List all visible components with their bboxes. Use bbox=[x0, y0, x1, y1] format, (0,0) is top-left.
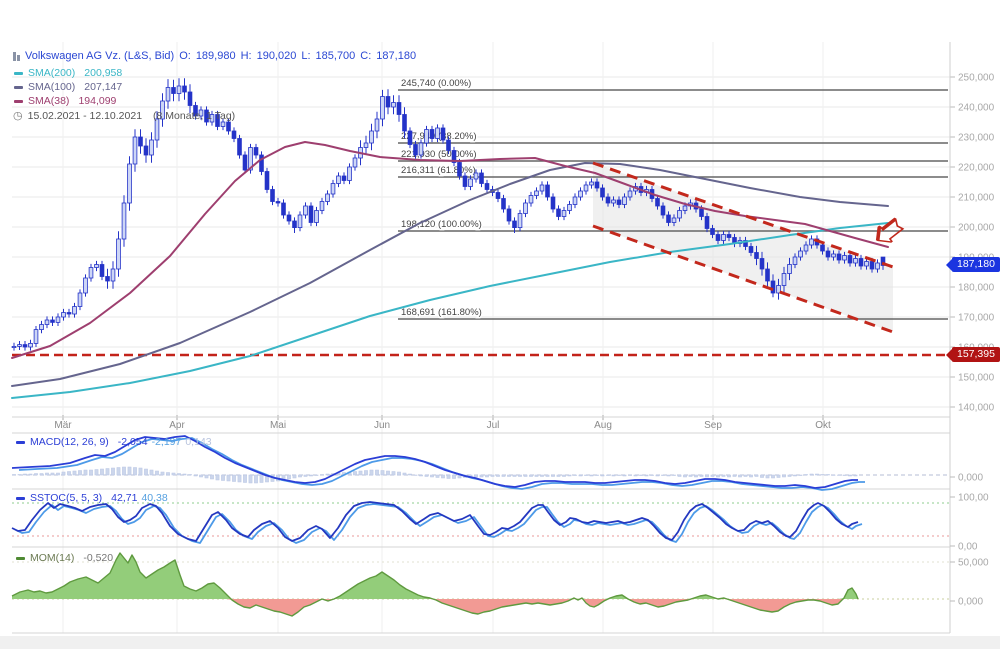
macd-swatch-icon bbox=[16, 440, 25, 444]
sma38-value: 194,099 bbox=[78, 95, 117, 107]
legend-macd[interactable]: MACD(12, 26, 9) -2,054 -2,197 0,143 bbox=[16, 436, 212, 448]
macd-label: MACD(12, 26, 9) bbox=[30, 436, 109, 448]
macd-values: -2,054 -2,197 0,143 bbox=[117, 436, 212, 448]
svg-text:Jul: Jul bbox=[487, 420, 500, 431]
last-price-tag: 187,180 bbox=[946, 257, 1000, 272]
sma200-swatch-icon bbox=[14, 71, 23, 75]
ohlc-low: 185,700 bbox=[315, 50, 356, 62]
ohlc-open-label: O: bbox=[179, 50, 191, 62]
svg-text:220,000: 220,000 bbox=[958, 163, 995, 174]
svg-text:Mai: Mai bbox=[270, 420, 286, 431]
sma100-value: 207,147 bbox=[84, 81, 123, 93]
clock-icon: ◷ bbox=[13, 110, 23, 122]
svg-text:Aug: Aug bbox=[594, 420, 612, 431]
svg-text:230,000: 230,000 bbox=[958, 133, 995, 144]
svg-text:0,000: 0,000 bbox=[958, 473, 983, 484]
mom-swatch-icon bbox=[16, 556, 25, 560]
svg-text:240,000: 240,000 bbox=[958, 103, 995, 114]
svg-text:0,00: 0,00 bbox=[958, 542, 978, 553]
support-price-tag: 157,395 bbox=[946, 347, 1000, 362]
sstoc-label: SSTOC(5, 5, 3) bbox=[30, 492, 103, 504]
svg-text:Mär: Mär bbox=[54, 420, 72, 431]
instrument-header[interactable]: Volkswagen AG Vz. (L&S, Bid) O: 189,980 H… bbox=[13, 50, 416, 62]
legend-sma100[interactable]: SMA(100) 207,147 bbox=[14, 81, 122, 93]
sstoc-swatch-icon bbox=[16, 496, 25, 500]
svg-text:Jun: Jun bbox=[374, 420, 390, 431]
svg-text:250,000: 250,000 bbox=[958, 73, 995, 84]
sma200-value: 200,958 bbox=[84, 67, 123, 79]
ohlc-close: 187,180 bbox=[376, 50, 417, 62]
ohlc-high: 190,020 bbox=[256, 50, 297, 62]
ohlc-close-label: C: bbox=[360, 50, 372, 62]
svg-text:50,000: 50,000 bbox=[958, 558, 989, 569]
ohlc-high-label: H: bbox=[240, 50, 252, 62]
date-range: 15.02.2021 - 12.10.2021 bbox=[27, 109, 143, 122]
svg-text:180,000: 180,000 bbox=[958, 283, 995, 294]
svg-text:168,691 (161.80%): 168,691 (161.80%) bbox=[401, 307, 482, 318]
legend-sstoc[interactable]: SSTOC(5, 5, 3) 42,71 40,38 bbox=[16, 492, 168, 504]
date-range-row: ◷ 15.02.2021 - 12.10.2021 (8 Monate, 1 T… bbox=[13, 109, 236, 123]
mom-values: -0,520 bbox=[83, 552, 114, 564]
sstoc-values: 42,71 40,38 bbox=[111, 492, 168, 504]
svg-text:100,00: 100,00 bbox=[958, 493, 989, 504]
svg-text:170,000: 170,000 bbox=[958, 313, 995, 324]
svg-text:Okt: Okt bbox=[815, 420, 831, 431]
legend-sma200[interactable]: SMA(200) 200,958 bbox=[14, 67, 122, 79]
instrument-title: Volkswagen AG Vz. (L&S, Bid) bbox=[25, 50, 175, 62]
legend-sma38[interactable]: SMA(38) 194,099 bbox=[14, 95, 116, 107]
svg-text:Apr: Apr bbox=[169, 420, 185, 431]
sma38-label: SMA(38) bbox=[28, 95, 70, 107]
ohlc-open: 189,980 bbox=[195, 50, 236, 62]
period: (8 Monate, 1 Tag) bbox=[153, 109, 236, 122]
sma38-swatch-icon bbox=[14, 99, 23, 103]
ohlc-low-label: L: bbox=[301, 50, 311, 62]
svg-text:140,000: 140,000 bbox=[958, 403, 995, 414]
svg-text:200,000: 200,000 bbox=[958, 223, 995, 234]
svg-text:150,000: 150,000 bbox=[958, 373, 995, 384]
svg-text:198,120 (100.00%): 198,120 (100.00%) bbox=[401, 219, 482, 230]
legend-mom[interactable]: MOM(14) -0,520 bbox=[16, 552, 113, 564]
svg-text:0,000: 0,000 bbox=[958, 597, 983, 608]
svg-text:210,000: 210,000 bbox=[958, 193, 995, 204]
svg-text:221,930 (50.00%): 221,930 (50.00%) bbox=[401, 149, 477, 160]
svg-text:245,740 (0.00%): 245,740 (0.00%) bbox=[401, 78, 471, 89]
sma100-swatch-icon bbox=[14, 85, 23, 89]
sma100-label: SMA(100) bbox=[28, 81, 76, 93]
sma200-label: SMA(200) bbox=[28, 67, 76, 79]
mom-label: MOM(14) bbox=[30, 552, 75, 564]
instrument-icon bbox=[13, 51, 20, 61]
svg-text:Sep: Sep bbox=[704, 420, 722, 431]
